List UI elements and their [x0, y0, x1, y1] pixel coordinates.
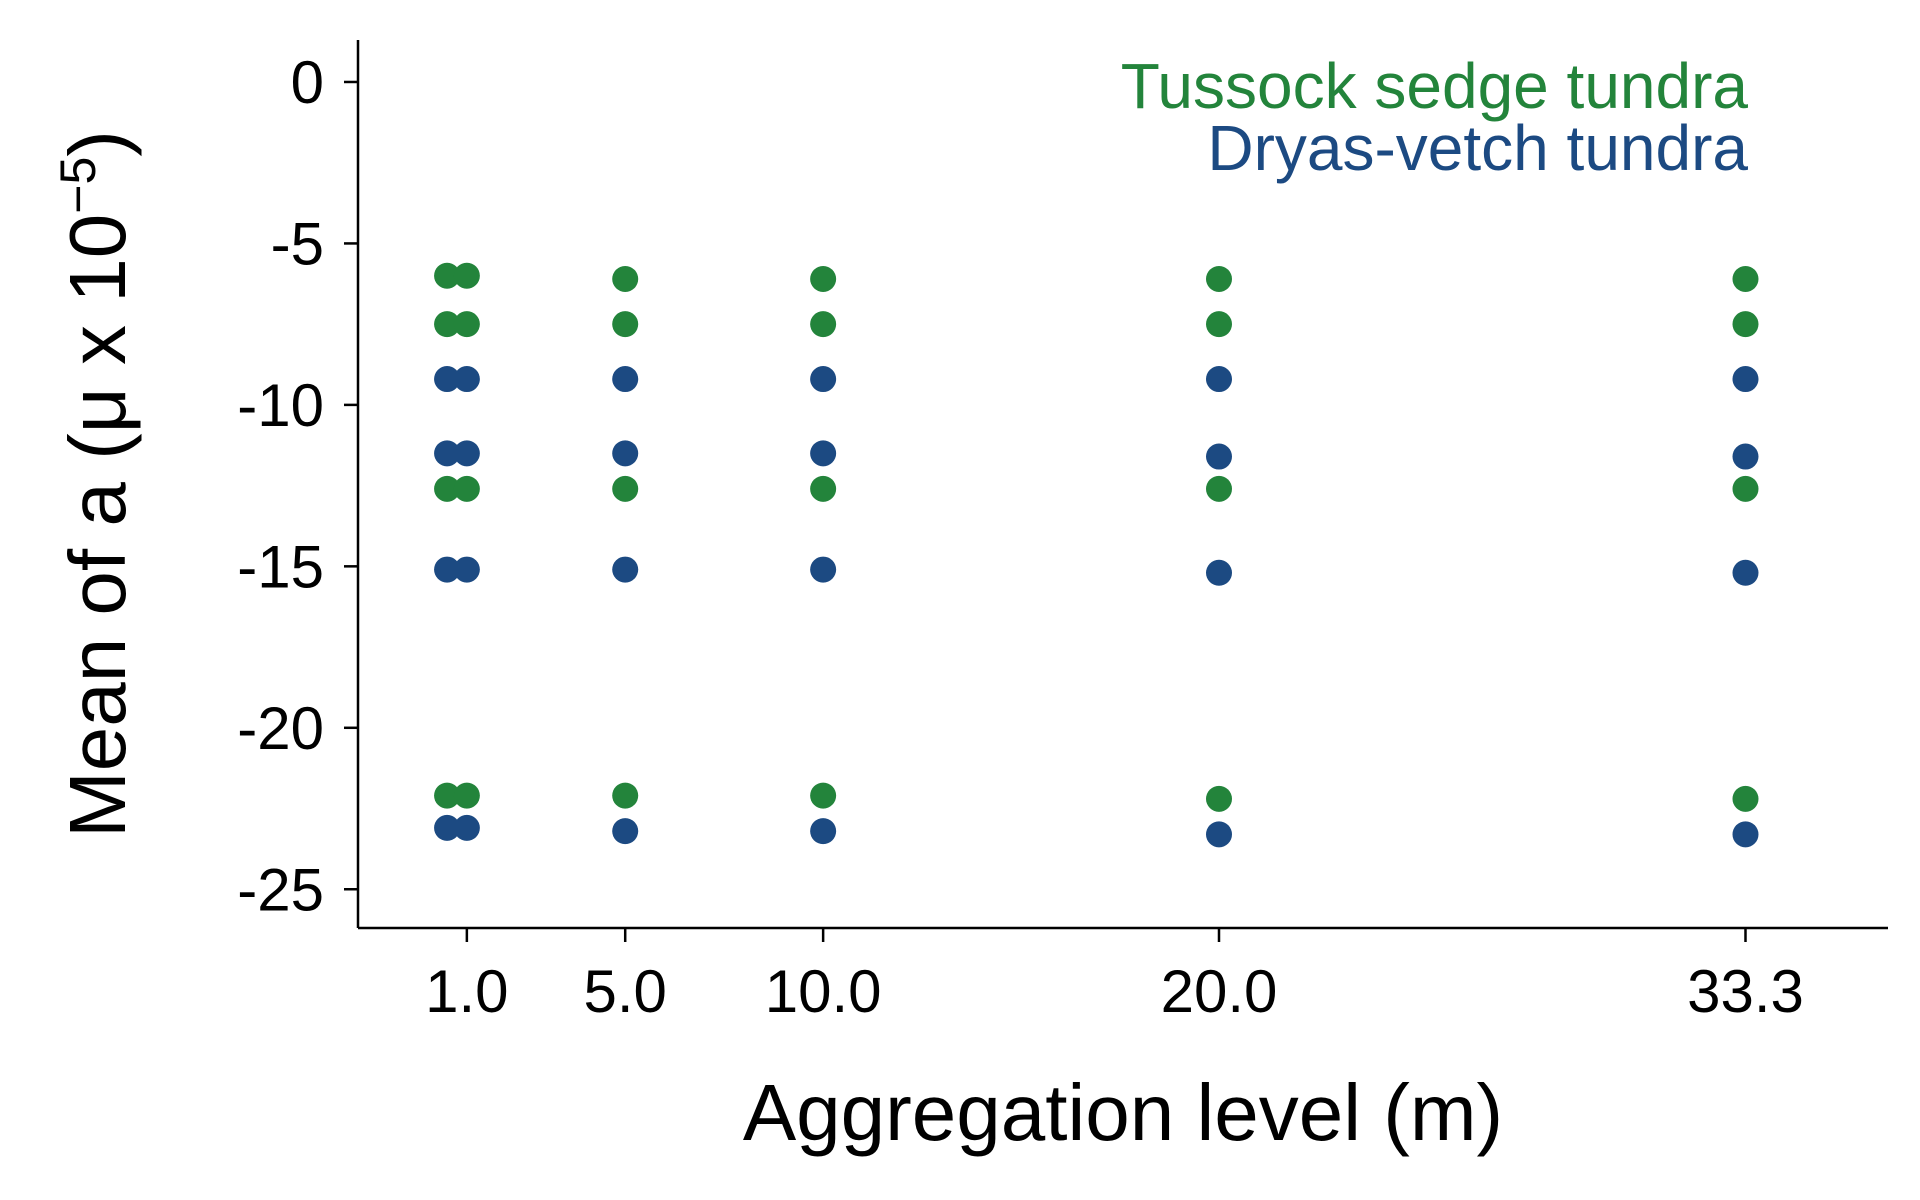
dryas-vetch-point [1205, 443, 1232, 470]
tussock-sedge-point [612, 782, 639, 809]
x-ticks: 1.0 5.0 10.0 20.0 33.3 [425, 928, 1804, 1025]
tussock-sedge-point [810, 782, 837, 809]
tussock-sedge-point [612, 475, 639, 502]
tussock-sedge-point [1205, 311, 1232, 338]
y-axis-title-prefix: Mean of a ( [53, 433, 142, 838]
y-axis-title-suffix: ) [53, 130, 142, 157]
dryas-vetch-point [810, 818, 837, 845]
dryas-vetch-point [1205, 559, 1232, 586]
dryas-vetch-point [1205, 821, 1232, 848]
dryas-vetch-point [810, 556, 837, 583]
tussock-sedge-point [1732, 475, 1759, 502]
tussock-sedge-point [1205, 785, 1232, 812]
y-tick-label: -20 [237, 695, 324, 762]
tussock-sedge-point [1732, 785, 1759, 812]
tussock-sedge-point [434, 262, 461, 289]
x-axis-title: Aggregation level (m) [743, 1068, 1503, 1157]
dryas-vetch-point [453, 366, 480, 393]
y-axis-title: Mean of a (μ x 10−5) [50, 130, 142, 838]
legend: Tussock sedge tundra Dryas-vetch tundra [1121, 50, 1749, 184]
y-axis-title-exponent: −5 [50, 157, 106, 214]
y-tick-label: -10 [237, 372, 324, 439]
tussock-sedge-point [434, 475, 461, 502]
tussock-sedge-point [810, 265, 837, 292]
dryas-vetch-point [612, 440, 639, 467]
tussock-sedge-point [434, 311, 461, 338]
data-points [434, 262, 1759, 848]
dryas-vetch-point [1732, 366, 1759, 393]
dryas-vetch-point [1732, 821, 1759, 848]
dryas-vetch-point [1732, 559, 1759, 586]
tussock-sedge-point [1205, 265, 1232, 292]
y-axis-title-mu: μ [53, 387, 142, 433]
dryas-vetch-point [612, 818, 639, 845]
tussock-sedge-point [453, 475, 480, 502]
tussock-sedge-point [1205, 475, 1232, 502]
y-tick-label: -15 [237, 533, 324, 600]
dryas-vetch-point [1732, 443, 1759, 470]
tussock-sedge-point [453, 262, 480, 289]
y-axis-title-mid: x 10 [53, 214, 142, 387]
dryas-vetch-point [1205, 366, 1232, 393]
tussock-sedge-point [612, 265, 639, 292]
tussock-sedge-point [810, 475, 837, 502]
tussock-sedge-point [1732, 311, 1759, 338]
x-tick-label: 5.0 [583, 958, 666, 1025]
y-ticks: 0 -5 -10 -15 -20 -25 [237, 49, 358, 923]
dryas-vetch-point [453, 440, 480, 467]
dryas-vetch-point [810, 366, 837, 393]
x-tick-label: 33.3 [1687, 958, 1804, 1025]
tussock-sedge-point [434, 782, 461, 809]
dryas-vetch-point [434, 556, 461, 583]
y-tick-label: -5 [271, 210, 324, 277]
tussock-sedge-point [810, 311, 837, 338]
x-tick-label: 20.0 [1161, 958, 1278, 1025]
dryas-vetch-point [453, 556, 480, 583]
dryas-vetch-point [434, 366, 461, 393]
x-tick-label: 1.0 [425, 958, 508, 1025]
dryas-vetch-point [810, 440, 837, 467]
y-tick-label: 0 [291, 49, 324, 116]
dryas-vetch-point [453, 814, 480, 841]
axes [356, 40, 1888, 930]
dryas-vetch-point [434, 440, 461, 467]
x-tick-label: 10.0 [765, 958, 882, 1025]
tussock-sedge-point [1732, 265, 1759, 292]
dryas-vetch-point [434, 814, 461, 841]
tussock-sedge-point [612, 311, 639, 338]
tussock-sedge-point [453, 311, 480, 338]
legend-entry-tussock-sedge-tundra: Tussock sedge tundra [1121, 50, 1749, 122]
y-tick-label: -25 [237, 856, 324, 923]
dryas-vetch-point [612, 556, 639, 583]
dryas-vetch-point [612, 366, 639, 393]
legend-entry-dryas-vetch-tundra: Dryas-vetch tundra [1207, 112, 1748, 184]
tussock-sedge-point [453, 782, 480, 809]
